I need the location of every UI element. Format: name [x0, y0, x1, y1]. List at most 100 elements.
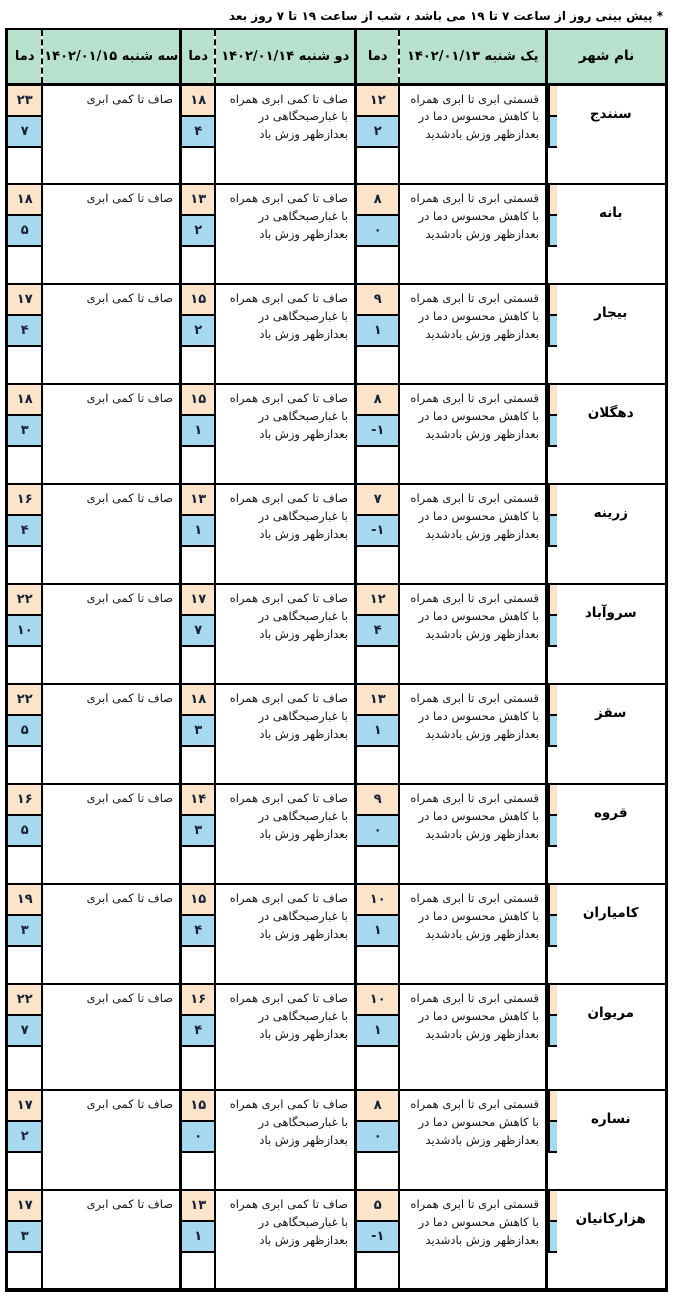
day-date-label: ۱۴۰۲/۰۱/۱۴: [221, 48, 295, 64]
day-date-label: ۱۴۰۲/۰۱/۱۵: [44, 48, 118, 64]
clipped-night-temp-box: [548, 416, 557, 447]
day-temp-value: ۱۵: [183, 886, 214, 916]
day-temp-value: ۱۷: [183, 586, 214, 616]
temp-cell-sunday: ۱۲ ۴: [353, 583, 401, 685]
header-temp-tuesday: دما: [4, 28, 44, 86]
header-day-tuesday: سه شنبه ۱۴۰۲/۰۱/۱۵: [41, 28, 182, 86]
night-temp-value: ۰: [358, 816, 398, 847]
day-temp-value: ۸: [358, 386, 398, 416]
forecast-description-sunday: قسمتی ابری تا ابری همراه با کاهش محسوس د…: [398, 583, 548, 685]
forecast-description-monday: صاف تا کمی ابری همراه با غبارصبحگاهی در …: [214, 983, 357, 1091]
clipped-day-temp-box: [548, 986, 557, 1016]
temp-cell-monday: ۱۵ ۲: [178, 283, 217, 385]
clipped-temp-column: [545, 983, 557, 1091]
night-temp-value: ۴: [9, 316, 41, 347]
city-name-cell: سنندج: [556, 83, 668, 185]
night-temp-value: ۷: [9, 116, 41, 148]
night-temp-value: ۱: [358, 916, 398, 947]
forecast-description-sunday: قسمتی ابری تا ابری همراه با کاهش محسوس د…: [398, 1189, 548, 1292]
day-temp-value: ۲۲: [9, 586, 41, 616]
night-temp-value: ۰: [183, 1122, 214, 1153]
city-forecast-row: سروآباد قسمتی ابری تا ابری همراه با کاهش…: [4, 583, 668, 685]
clipped-day-temp-box: [548, 686, 557, 716]
temp-cell-tuesday: ۱۷ ۴: [4, 283, 44, 385]
forecast-description-monday: صاف تا کمی ابری همراه با غبارصبحگاهی در …: [214, 1189, 357, 1292]
day-name-label: دو شنبه: [298, 48, 350, 64]
clipped-day-temp-box: [548, 886, 557, 916]
clipped-night-temp-box: [548, 116, 557, 148]
temp-cell-monday: ۱۶ ۴: [178, 983, 217, 1091]
city-forecast-row: بیجار قسمتی ابری تا ابری همراه با کاهش م…: [4, 283, 668, 385]
day-temp-value: ۱۸: [183, 686, 214, 716]
night-temp-value: -۱: [358, 1222, 398, 1253]
forecast-description-tuesday: صاف تا کمی ابری: [41, 183, 182, 285]
forecast-hours-note: * پیش بینی روز از ساعت ۷ تا ۱۹ می باشد ،…: [228, 9, 663, 23]
forecast-description-tuesday: صاف تا کمی ابری: [41, 283, 182, 385]
header-temp-monday: دما: [178, 28, 217, 86]
clipped-temp-column: [545, 483, 557, 585]
night-temp-value: ۳: [9, 916, 41, 947]
forecast-description-tuesday: صاف تا کمی ابری: [41, 583, 182, 685]
clipped-day-temp-box: [548, 386, 557, 416]
day-temp-value: ۱۳: [183, 486, 214, 516]
forecast-description-sunday: قسمتی ابری تا ابری همراه با کاهش محسوس د…: [398, 683, 548, 785]
temp-cell-monday: ۱۳ ۲: [178, 183, 217, 285]
night-temp-value: ۴: [183, 116, 214, 148]
forecast-description-tuesday: صاف تا کمی ابری: [41, 683, 182, 785]
temp-cell-monday: ۱۵ ۴: [178, 883, 217, 985]
day-temp-value: ۲۲: [9, 686, 41, 716]
day-temp-value: ۱۲: [358, 86, 398, 117]
forecast-description-monday: صاف تا کمی ابری همراه با غبارصبحگاهی در …: [214, 1089, 357, 1191]
temp-cell-tuesday: ۲۲ ۷: [4, 983, 44, 1091]
clipped-day-temp-box: [548, 586, 557, 616]
temp-cell-monday: ۱۸ ۳: [178, 683, 217, 785]
temp-cell-monday: ۱۷ ۷: [178, 583, 217, 685]
temp-cell-sunday: ۱۲ ۲: [353, 83, 401, 185]
forecast-description-monday: صاف تا کمی ابری همراه با غبارصبحگاهی در …: [214, 383, 357, 485]
temp-cell-sunday: ۸ ۰: [353, 183, 401, 285]
forecast-description-monday: صاف تا کمی ابری همراه با غبارصبحگاهی در …: [214, 483, 357, 585]
forecast-description-monday: صاف تا کمی ابری همراه با غبارصبحگاهی در …: [214, 83, 357, 185]
forecast-description-monday: صاف تا کمی ابری همراه با غبارصبحگاهی در …: [214, 283, 357, 385]
night-temp-value: ۷: [183, 616, 214, 647]
day-temp-value: ۱۴: [183, 786, 214, 816]
day-temp-value: ۱۹: [9, 886, 41, 916]
header-temp-sunday: دما: [353, 28, 401, 86]
clipped-temp-column: [545, 283, 557, 385]
temp-cell-sunday: ۸ -۱: [353, 383, 401, 485]
temp-cell-tuesday: ۱۶ ۴: [4, 483, 44, 585]
city-name-cell: مریوان: [556, 983, 668, 1091]
night-temp-value: ۰: [358, 216, 398, 247]
clipped-night-temp-box: [548, 916, 557, 947]
forecast-description-sunday: قسمتی ابری تا ابری همراه با کاهش محسوس د…: [398, 383, 548, 485]
night-temp-value: ۳: [183, 716, 214, 747]
day-temp-value: ۱۸: [183, 86, 214, 117]
clipped-night-temp-box: [548, 516, 557, 547]
forecast-description-sunday: قسمتی ابری تا ابری همراه با کاهش محسوس د…: [398, 283, 548, 385]
header-city-name: نام شهر: [546, 28, 669, 86]
forecast-description-sunday: قسمتی ابری تا ابری همراه با کاهش محسوس د…: [398, 883, 548, 985]
clipped-temp-column: [545, 883, 557, 985]
city-forecast-row: کامیاران قسمتی ابری تا ابری همراه با کاه…: [4, 883, 668, 985]
day-temp-value: ۱۶: [9, 486, 41, 516]
day-temp-value: ۱۶: [9, 786, 41, 816]
clipped-temp-column: [545, 583, 557, 685]
city-forecast-row: نساره قسمتی ابری تا ابری همراه با کاهش م…: [4, 1089, 668, 1191]
forecast-table: نام شهر یک شنبه ۱۴۰۲/۰۱/۱۳ دما دو شنبه ۱…: [4, 28, 669, 1292]
temp-cell-tuesday: ۱۸ ۵: [4, 183, 44, 285]
temp-cell-monday: ۱۵ ۰: [178, 1089, 217, 1191]
clipped-night-temp-box: [548, 316, 557, 347]
clipped-day-temp-box: [548, 486, 557, 516]
day-temp-value: ۱۵: [183, 1092, 214, 1122]
clipped-temp-column: [545, 83, 557, 185]
clipped-night-temp-box: [548, 1016, 557, 1047]
day-temp-value: ۱۲: [358, 586, 398, 616]
temp-cell-tuesday: ۲۲ ۵: [4, 683, 44, 785]
day-temp-value: ۷: [358, 486, 398, 516]
day-temp-value: ۵: [358, 1192, 398, 1222]
temp-cell-sunday: ۱۰ ۱: [353, 883, 401, 985]
night-temp-value: ۴: [183, 1016, 214, 1047]
day-temp-value: ۹: [358, 286, 398, 316]
forecast-description-tuesday: صاف تا کمی ابری: [41, 383, 182, 485]
clipped-temp-column: [545, 1189, 557, 1292]
